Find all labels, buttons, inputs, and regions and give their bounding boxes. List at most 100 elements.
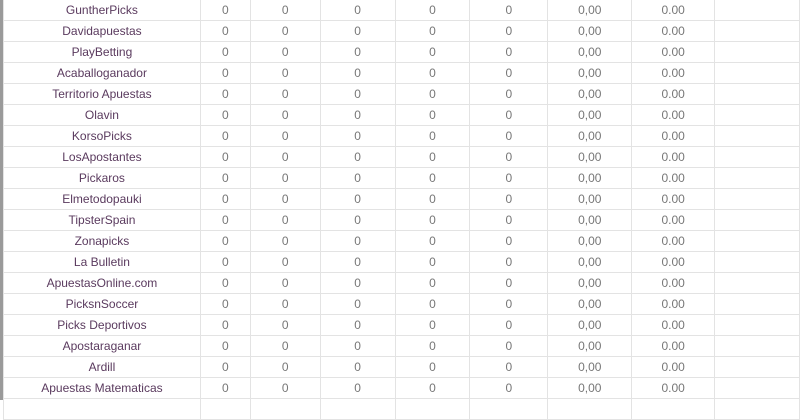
stat-cell: 0 (469, 62, 549, 84)
table-row: Zonapicks 0 0 0 0 0 0,00 0.00 (3, 230, 800, 252)
table-row (3, 398, 800, 420)
stat-cell: 0 (469, 293, 549, 315)
table-row: Elmetodopauki 0 0 0 0 0 0,00 0.00 (3, 188, 800, 210)
tipster-name[interactable]: Zonapicks (3, 230, 201, 252)
stat-cell: 0,00 (547, 230, 633, 252)
stat-cell: 0.00 (631, 146, 716, 168)
stat-cell: 0,00 (547, 62, 633, 84)
stat-cell: 0 (394, 335, 471, 357)
stat-cell: 0 (469, 335, 549, 357)
stat-cell: 0 (249, 62, 321, 84)
stat-cell: 0 (199, 20, 251, 42)
stat-cell: 0 (394, 230, 471, 252)
stat-cell: 0 (319, 83, 396, 105)
stat-cell: 0,00 (547, 293, 633, 315)
stat-cell: 0.00 (631, 188, 716, 210)
stat-cell: 0 (199, 293, 251, 315)
stat-cell: 0,00 (547, 356, 633, 378)
table-row: PicksnSoccer 0 0 0 0 0 0,00 0.00 (3, 293, 800, 315)
stat-cell: 0 (469, 251, 549, 273)
tipster-name[interactable]: LosApostantes (3, 146, 201, 168)
table-row: Apostaraganar 0 0 0 0 0 0,00 0.00 (3, 335, 800, 357)
stat-cell: 0 (319, 293, 396, 315)
stat-cell: 0 (249, 251, 321, 273)
tipster-name[interactable]: Pickaros (3, 167, 201, 189)
tipster-stats-table: GuntherPicks 0 0 0 0 0 0,00 0.00 Davidapuestas 0 0… (3, 0, 800, 420)
left-border (0, 0, 3, 400)
stat-cell: 0 (199, 104, 251, 126)
tipster-name[interactable]: La Bulletin (3, 251, 201, 273)
tipster-name[interactable]: Picks Deportivos (3, 314, 201, 336)
stat-cell: 0.00 (631, 0, 716, 21)
stat-cell: 0.00 (631, 356, 716, 378)
tipster-name[interactable]: PlayBetting (3, 41, 201, 63)
tipster-name[interactable]: Ardill (3, 356, 201, 378)
stat-cell (714, 62, 800, 84)
stat-cell: 0 (199, 83, 251, 105)
stat-cell: 0.00 (631, 377, 716, 399)
stat-cell: 0,00 (547, 335, 633, 357)
stat-cell: 0 (199, 251, 251, 273)
stat-cell (714, 251, 800, 273)
tipster-name[interactable]: TipsterSpain (3, 209, 201, 231)
stat-cell: 0.00 (631, 293, 716, 315)
stat-cell: 0 (319, 125, 396, 147)
stat-cell: 0 (469, 83, 549, 105)
tipster-name[interactable]: KorsoPicks (3, 125, 201, 147)
stat-cell: 0 (199, 272, 251, 294)
stat-cell: 0 (319, 146, 396, 168)
stat-cell: 0,00 (547, 167, 633, 189)
stat-cell: 0,00 (547, 83, 633, 105)
stat-cell: 0 (394, 188, 471, 210)
stat-cell (714, 293, 800, 315)
stat-cell: 0 (469, 146, 549, 168)
stat-cell: 0.00 (631, 104, 716, 126)
stat-cell: 0,00 (547, 251, 633, 273)
stat-cell: 0 (319, 335, 396, 357)
stat-cell: 0 (249, 356, 321, 378)
tipster-name[interactable]: Elmetodopauki (3, 188, 201, 210)
stat-cell: 0 (394, 377, 471, 399)
table-row: LosApostantes 0 0 0 0 0 0,00 0.00 (3, 146, 800, 168)
stat-cell (714, 20, 800, 42)
tipster-name[interactable]: PicksnSoccer (3, 293, 201, 315)
stat-cell: 0 (394, 41, 471, 63)
stat-cell: 0 (199, 41, 251, 63)
stat-cell: 0 (249, 188, 321, 210)
tipster-name[interactable]: ApuestasOnline.com (3, 272, 201, 294)
stat-cell: 0 (199, 230, 251, 252)
tipster-name[interactable]: Territorio Apuestas (3, 83, 201, 105)
stat-cell: 0 (319, 41, 396, 63)
table-row: Ardill 0 0 0 0 0 0,00 0.00 (3, 356, 800, 378)
stat-cell: 0 (394, 272, 471, 294)
stat-cell: 0 (469, 20, 549, 42)
stat-cell: 0 (394, 125, 471, 147)
stat-cell: 0 (249, 209, 321, 231)
tipster-name[interactable] (3, 398, 201, 420)
tipster-name[interactable]: Davidapuestas (3, 20, 201, 42)
stat-cell: 0,00 (547, 20, 633, 42)
table-row: Pickaros 0 0 0 0 0 0,00 0.00 (3, 167, 800, 189)
stat-cell: 0,00 (547, 377, 633, 399)
stat-cell: 0 (319, 104, 396, 126)
tipster-name[interactable]: GuntherPicks (3, 0, 201, 21)
tipster-name[interactable]: Acaballoganador (3, 62, 201, 84)
tipster-name[interactable]: Apuestas Matematicas (3, 377, 201, 399)
stat-cell (714, 83, 800, 105)
stat-cell: 0 (249, 272, 321, 294)
stat-cell: 0 (319, 0, 396, 21)
stat-cell (714, 167, 800, 189)
stat-cell: 0 (249, 0, 321, 21)
stat-cell: 0 (319, 188, 396, 210)
stat-cell (714, 377, 800, 399)
table-row: GuntherPicks 0 0 0 0 0 0,00 0.00 (3, 0, 800, 21)
stat-cell: 0 (319, 209, 396, 231)
stat-cell: 0 (249, 125, 321, 147)
stat-cell (714, 41, 800, 63)
table-row: KorsoPicks 0 0 0 0 0 0,00 0.00 (3, 125, 800, 147)
stat-cell (319, 398, 396, 420)
tipster-name[interactable]: Apostaraganar (3, 335, 201, 357)
table-row: Davidapuestas 0 0 0 0 0 0,00 0.00 (3, 20, 800, 42)
tipster-name[interactable]: Olavin (3, 104, 201, 126)
stat-cell: 0.00 (631, 62, 716, 84)
